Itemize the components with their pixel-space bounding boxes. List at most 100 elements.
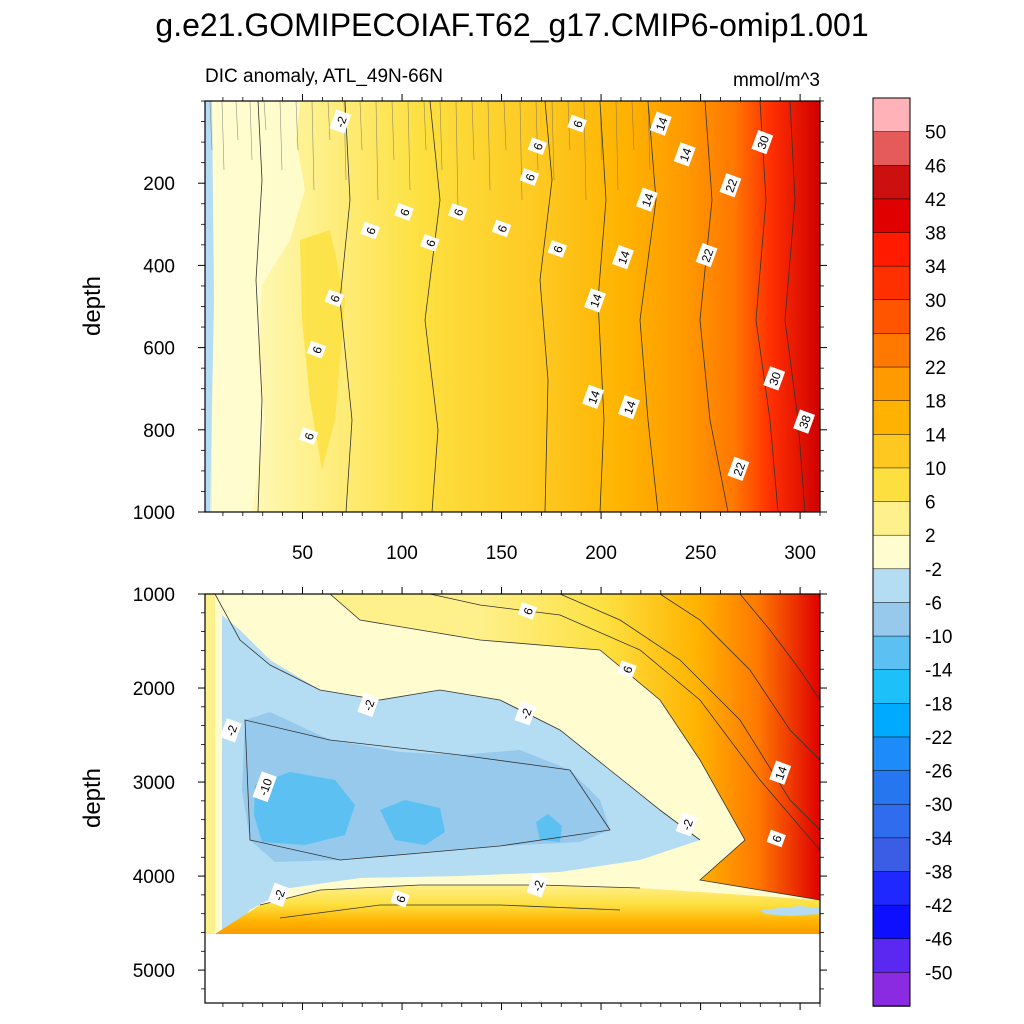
contour-label-box [582,384,605,410]
colorbar-label: 10 [925,459,946,480]
contour-label-box [649,111,672,136]
contour-label-box [420,233,440,252]
colorbar-label: -14 [925,661,953,682]
top-panel: DIC anomaly, ATL_49N-66N mmol/m^3 [79,66,827,564]
colorbar-swatch [872,97,911,133]
colorbar-label: -6 [925,593,942,614]
contour-label-box [527,137,548,156]
contour-label: 22 [719,173,742,198]
colorbar-label: -2 [925,560,942,581]
top-y-ticks: 200 400 600 800 1000 [133,100,827,524]
top-y-axis-label: depth [79,276,106,336]
figure-title: g.e21.GOMIPECOIAF.T62_g17.CMIP6-omip1.00… [155,7,868,43]
colorbar-label: 42 [925,190,946,211]
contour-label: 6 [298,427,319,445]
contour-label-box [329,109,352,134]
contour-label-text: 6 [302,430,318,441]
x-tick-label: 250 [685,543,717,564]
colorbar-swatch [872,871,911,906]
contour-label-text: -2 [333,114,350,129]
colorbar-swatch [872,803,911,839]
x-tick-label: 50 [292,543,313,564]
colorbar-label: 14 [925,425,947,446]
contour-label-text: 14 [639,191,657,209]
bottom-contour-lines [214,594,820,919]
colorbar-swatch [872,938,911,974]
colorbar-swatch [872,232,911,267]
contour-label-box [357,692,380,718]
contour-label-box [448,203,468,221]
bottom-no-data-region [205,934,820,1003]
contour-label: -2 [675,812,698,837]
colorbar-label: -42 [925,896,952,917]
bottom-plot-frame [204,593,821,1004]
contour-label-box [517,602,538,620]
contour-label: -2 [514,701,537,726]
colorbar-label: -50 [925,963,952,984]
contour-label-box [719,173,742,198]
colorbar-frame [872,97,911,1007]
contour-label-box [394,203,414,221]
contour-label-box [612,245,634,270]
contour-label-text: -2 [530,878,547,893]
contour-label: 38 [793,409,816,434]
contour-label: 14 [769,760,792,785]
y-tick-label: 400 [143,256,175,277]
y-tick-label: 1000 [133,503,175,524]
contour-label: 6 [617,660,637,679]
contour-label-box [617,660,637,679]
contour-label: 14 [582,384,605,410]
bottom-warm-floor [215,885,820,934]
y-tick-label: 4000 [133,867,175,888]
contour-label-box [793,409,816,434]
contour-label-text: 6 [310,344,326,355]
contour-label-text: 14 [615,249,633,267]
bottom-deepblue-patch-3 [536,814,562,842]
colorbar-swatch [872,904,911,940]
contour-label-text: 14 [621,399,639,417]
contour-label-box [584,288,607,313]
colorbar-label: -18 [925,694,952,715]
top-blue-edge [205,101,214,512]
colorbar-label: 34 [925,257,947,278]
colorbar: 50 46 42 38 34 30 26 22 18 14 10 6 2 -2 -6 -10 -14 -18 -22… [872,97,953,1007]
contour-label: 14 [635,187,658,212]
y-tick-label: 200 [143,174,175,195]
contour-label: 6 [390,889,410,908]
colorbar-swatch [872,736,911,772]
contour-label-box [567,114,587,133]
colorbar-label: 6 [925,493,936,514]
y-tick-label: 3000 [133,773,175,794]
contour-label-box [519,168,540,186]
bottom-panel: 1000 2000 3000 4000 5000 6 6 -2 -2 -2 -10 14 -2 6 -2 -… [79,585,827,1010]
contour-label-box [727,456,750,481]
bottom-y-axis-label: depth [79,768,106,828]
contour-label: 6 [517,602,538,620]
contour-label-box [751,129,774,155]
colorbar-label: 30 [925,291,946,312]
colorbar-label: 26 [925,324,946,345]
contour-label-text: 22 [723,177,741,195]
bottom-deepblue-patch-2 [380,800,445,845]
contour-label-box [675,812,698,837]
contour-label: 22 [695,242,718,268]
contour-label-box [635,187,658,212]
contour-label-text: 30 [754,133,772,151]
contour-label: 14 [584,288,607,313]
top-subtitle-left: DIC anomaly, ATL_49N-66N [205,66,443,87]
colorbar-swatch [872,131,911,167]
x-tick-label: 200 [585,543,617,564]
contour-label-text: 6 [423,237,439,248]
contour-label-text: 6 [523,172,539,183]
contour-label-text: -10 [256,776,275,797]
y-tick-label: 1000 [133,585,175,606]
y-tick-label: 2000 [133,679,175,700]
contour-label-box [306,340,327,359]
contour-label-box [763,366,786,391]
contour-label-text: 6 [531,141,547,152]
colorbar-swatch [872,602,911,637]
colorbar-swatch [872,265,911,301]
colorbar-label: -46 [925,930,952,951]
colorbar-label: 22 [925,358,946,379]
